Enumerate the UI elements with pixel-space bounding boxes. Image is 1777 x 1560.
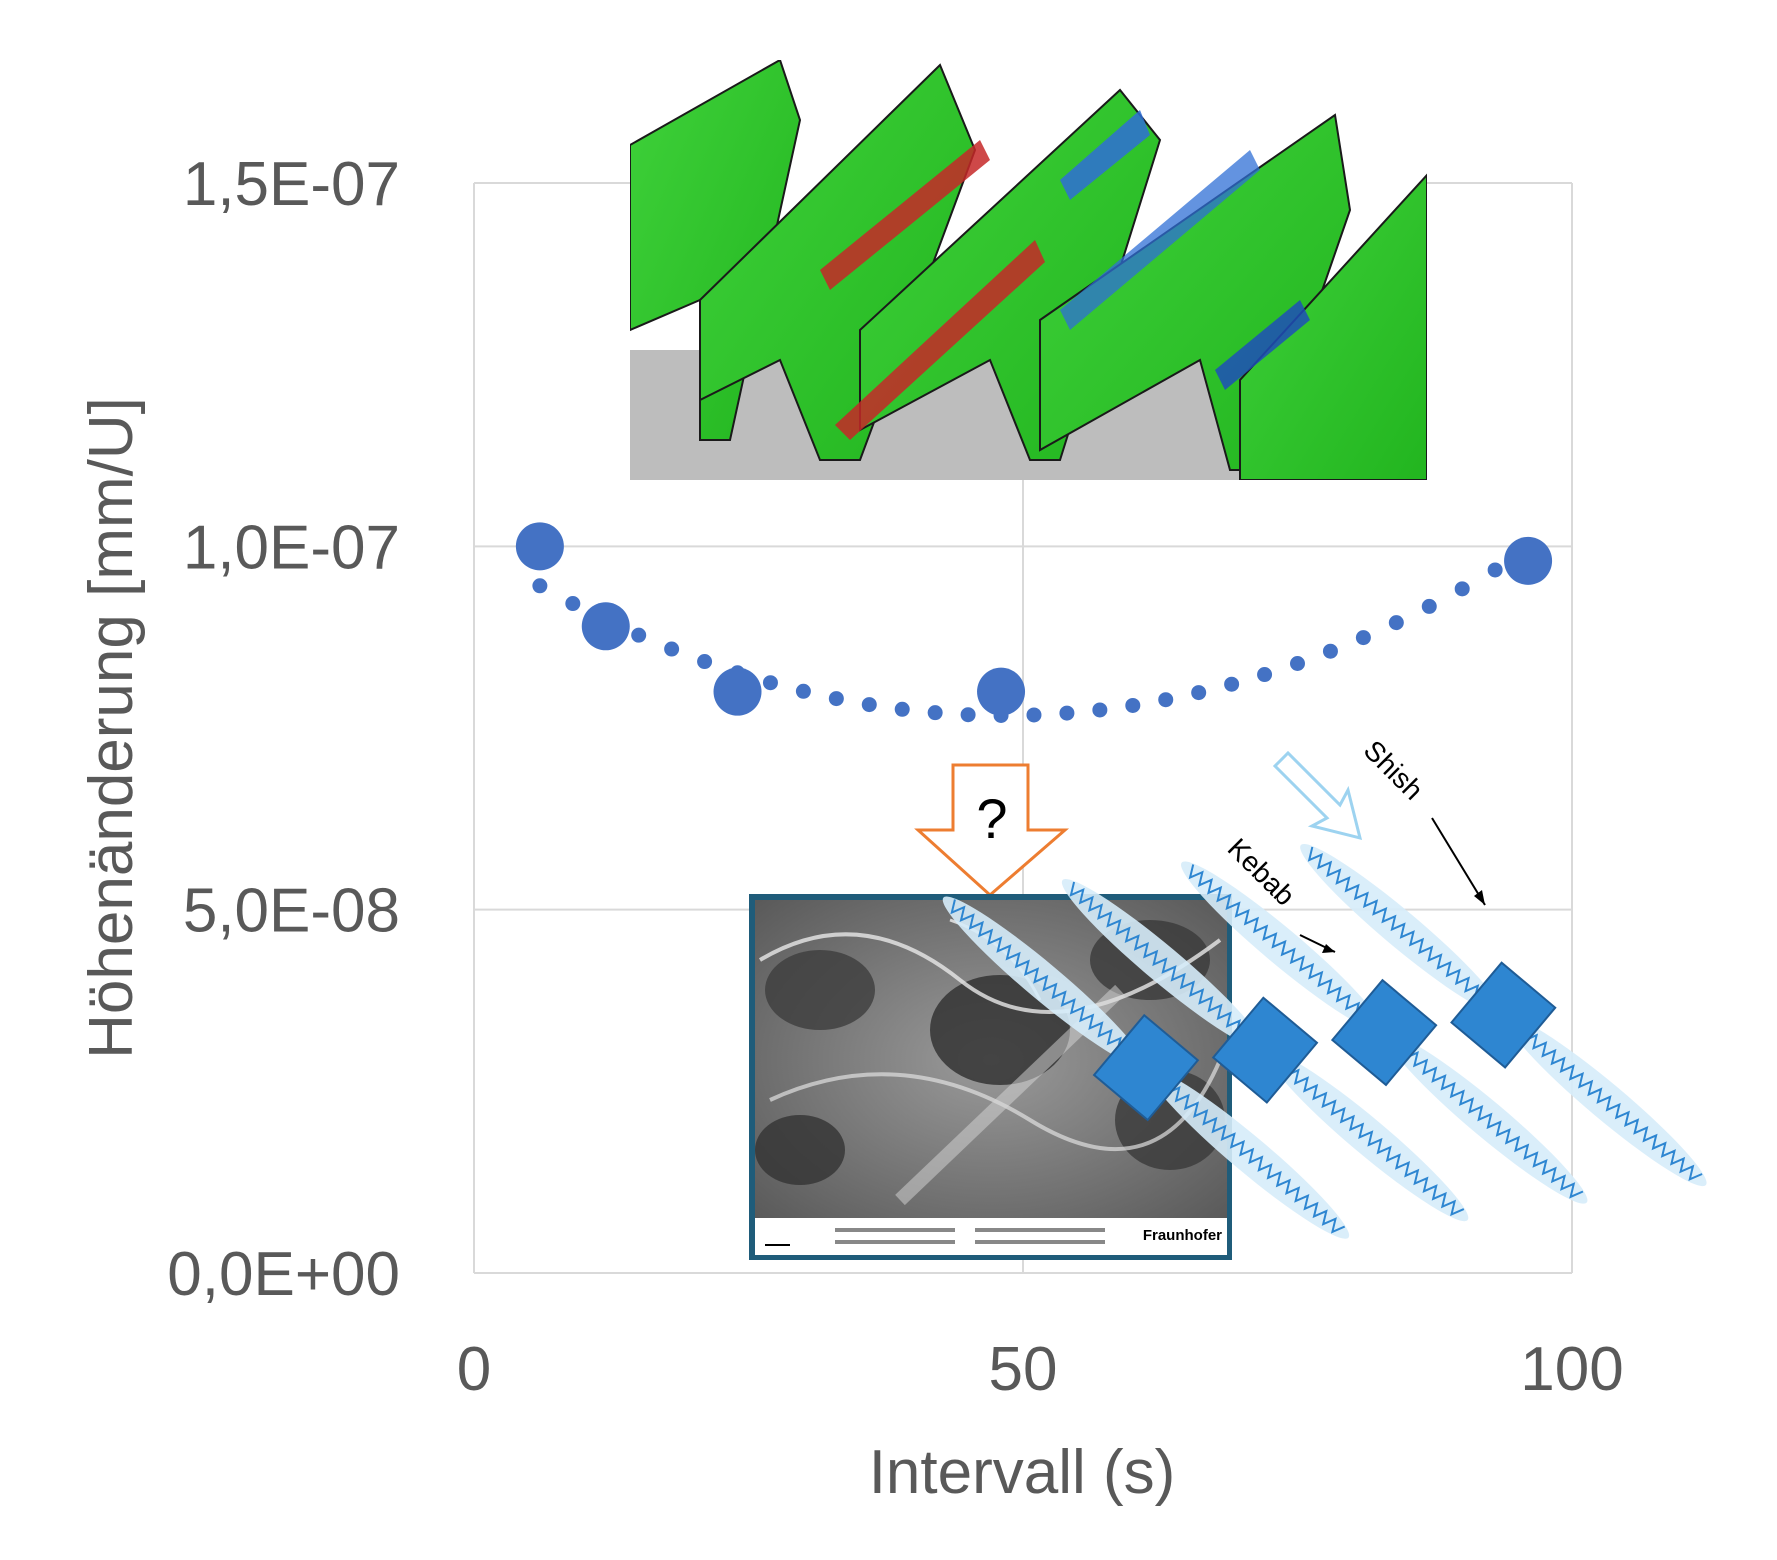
y-tick-label: 1,5E-07 (183, 150, 400, 219)
y-axis-ticks: 0,0E+00 5,0E-08 1,0E-07 1,5E-07 (167, 150, 400, 1309)
kebab-lamella (1148, 1069, 1350, 1239)
trendline-dot (1388, 615, 1404, 631)
trendline-dot (1125, 697, 1141, 713)
data-point (581, 602, 630, 651)
data-point (713, 667, 762, 716)
y-tick-label: 1,0E-07 (183, 513, 400, 582)
trendline-dot (927, 705, 943, 721)
x-tick-label: 0 (457, 1335, 491, 1404)
kebab-wave (1307, 846, 1497, 1009)
y-tick-label: 5,0E-08 (183, 877, 400, 946)
x-tick-label: 100 (1520, 1335, 1623, 1404)
data-point (977, 667, 1026, 716)
y-tick-label: 0,0E+00 (167, 1240, 400, 1309)
sem-logo-text: Fraunhofer (1143, 1227, 1222, 1244)
shish-kebab-diagram: Shish Kebab (942, 734, 1707, 1239)
kebab-wave (1188, 864, 1378, 1026)
trendline-dot (565, 596, 581, 612)
trendline-dot (1059, 705, 1075, 721)
kebab-wave (950, 899, 1140, 1061)
x-tick-label: 50 (989, 1335, 1058, 1404)
kebab-wave (1156, 1072, 1346, 1234)
y-axis-title: Höhenänderung [mm/U] (77, 397, 146, 1059)
question-arrow: ? (914, 763, 1070, 898)
trendline-dot (828, 691, 844, 707)
question-mark-label: ? (976, 787, 1007, 850)
trendline-dot (1487, 562, 1503, 578)
trendline-dot (532, 578, 548, 594)
trendline-dot (762, 675, 778, 691)
kebab-wave (1513, 1019, 1703, 1182)
kebab-lamella (1300, 843, 1501, 1014)
trendline-dot (1421, 598, 1437, 614)
data-markers (515, 522, 1553, 716)
shish-label: Shish (1358, 734, 1429, 805)
data-point (515, 522, 564, 571)
trendline-dot (664, 641, 680, 657)
trendline-dot (894, 701, 910, 717)
x-axis-title: Intervall (s) (869, 1438, 1176, 1507)
trendline-dot (1257, 667, 1273, 683)
trendline-dot (697, 654, 713, 670)
kebab-lamella (1181, 861, 1382, 1031)
kebab-wave (1275, 1054, 1465, 1217)
trendline-dot (1026, 707, 1042, 723)
trendline-dot (1355, 630, 1371, 646)
trendline-dot (795, 683, 811, 699)
trendline-dot (861, 697, 877, 713)
x-axis-ticks: 0 50 100 (457, 1335, 1624, 1404)
trendline-dot (1092, 702, 1108, 718)
trendline-dot (1224, 676, 1240, 692)
kebab-wave (1069, 881, 1259, 1044)
kebab-lamella (1386, 1034, 1588, 1204)
kebab-lamella (1267, 1051, 1469, 1222)
data-point (1504, 536, 1553, 585)
trendline-dot (1322, 643, 1338, 659)
trendline-dot (1454, 581, 1470, 597)
trendline-dot (1290, 656, 1305, 672)
kebab-wave (1394, 1037, 1584, 1199)
kebab-lamella (1506, 1016, 1707, 1187)
trendline-dot (1158, 692, 1174, 708)
trendline-dot (960, 707, 976, 723)
kebab-lamella (1061, 879, 1263, 1049)
trendline-dot (631, 627, 647, 643)
trendline (532, 542, 1536, 724)
kebab-lamella (942, 896, 1144, 1066)
trendline-dot (1191, 685, 1207, 701)
fem-simulation-image (630, 60, 1427, 480)
